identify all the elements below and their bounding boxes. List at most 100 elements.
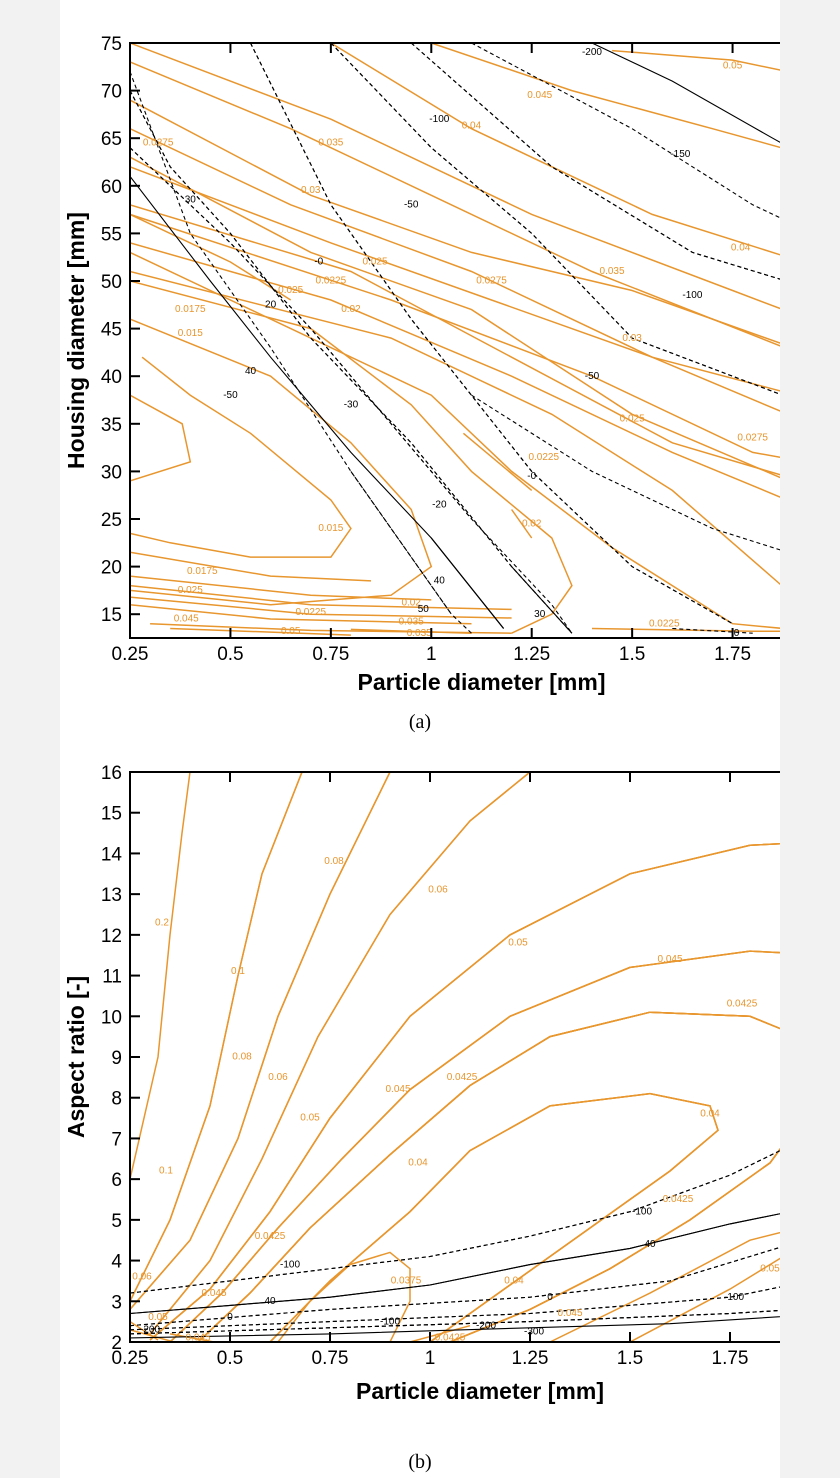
contour-line-orange-solid [130,1329,175,1342]
contour-label: 30 [185,195,197,206]
contour-line-black-dashed [130,1150,780,1294]
contour-line-black-dashed [130,147,573,634]
x-tick-label: 1.25 [512,1348,549,1369]
contour-line-orange-solid [462,432,533,491]
contour-label: 20 [265,299,277,310]
contour-line-black-dashed [471,394,780,551]
contour-line-black-dashed [330,43,780,395]
contour-label: 0.0425 [447,1072,478,1083]
contour-line-black-solid [130,1213,780,1315]
contour-line-orange-solid [130,61,780,347]
contour-label: 0.0225 [528,452,559,463]
contour-label: 0.05 [300,1113,320,1124]
y-tick-label: 4 [111,1252,122,1273]
contour-label: 0.03 [622,333,642,344]
contour-label: -50 [585,371,600,382]
contour-line-black-dashed [130,1246,780,1327]
contour-lines [130,772,780,1342]
contour-label: 0.06 [132,1271,152,1282]
y-tick-label: 12 [101,926,122,947]
contour-label: -200 [476,1320,496,1331]
contour-label: 0.045 [557,1308,582,1319]
contour-label: 0.045 [385,1084,410,1095]
contour-label: 0.0275 [476,276,507,287]
contour-label: -100 [429,114,449,125]
chart-panel-b: 0.2 0.1 0.1 0.08 0.08 0.06 0.06 0.05 0.05 0.05 0.0… [63,763,780,1473]
contour-label: 0.045 [657,954,682,965]
contour-line-orange-solid [409,1324,471,1342]
contour-line-orange-solid [130,318,433,606]
contour-label: 0.08 [324,856,344,867]
contour-label: 0.015 [318,523,343,534]
y-tick-label: 3 [111,1292,122,1313]
contour-label: 0.02 [522,518,542,529]
contour-line-orange-solid [330,43,780,256]
contour-label: 0.04 [462,120,482,131]
contour-label: 0.04 [731,242,751,253]
contour-label: 30 [534,609,546,620]
contour-line-orange-solid [130,280,573,634]
contour-line-orange-solid [130,242,780,498]
contour-line-orange-solid [169,950,780,1342]
x-tick-label: 0.75 [312,1348,349,1369]
y-tick-label: 35 [101,415,122,436]
contour-line-orange-solid [197,1011,780,1342]
x-tick-label: 1.75 [712,1348,749,1369]
x-tick-label: 0.5 [217,644,243,665]
contour-line-orange-solid [169,950,780,1342]
contour-line-black-dashed [250,43,733,625]
y-tick-label: 55 [101,224,122,245]
contour-label: 40 [264,1296,276,1307]
contour-line-orange-solid [130,394,192,482]
contour-label: 0.0425 [663,1194,694,1205]
contour-line-orange-solid [130,575,432,601]
contour-line-orange-solid [130,166,780,412]
contour-line-orange-solid [269,1092,719,1342]
contour-label: 0.04 [408,1157,428,1168]
contour-line-orange-solid [130,99,780,344]
y-tick-label: 2 [111,1333,122,1354]
x-axis-label: Particle diameter [mm] [358,669,606,695]
contour-label: 0.045 [201,1288,226,1299]
contour-line-orange-solid [130,156,780,479]
contour-line-black-dashed [130,90,573,634]
contour-label: 0.025 [178,585,203,596]
contour-label: 0.015 [178,328,203,339]
contour-line-orange-solid [169,1333,215,1342]
contour-line-black-dashed [250,43,733,625]
contour-line-orange-solid [130,772,303,1302]
contour-line-black-solid [430,537,505,629]
y-tick-label: 20 [101,558,122,579]
contour-label: 0.0175 [175,304,206,315]
contour-line-orange-solid [431,43,780,149]
contour-label: 40 [644,1239,656,1250]
y-tick-label: 11 [102,967,122,988]
contour-label: 0.05 [148,1312,168,1323]
contour-line-black-dashed [130,90,573,634]
contour-line-black-dashed [130,1309,780,1335]
y-tick-label: 75 [101,34,122,55]
y-tick-label: 14 [101,844,123,865]
y-tick-label: 9 [111,1048,122,1069]
contour-label: 0.0175 [187,566,218,577]
contour-label: 0.04 [504,1276,524,1287]
contour-label: 0 [227,1312,233,1323]
contour-label: -50 [223,390,238,401]
contour-line-black-solid [130,1213,780,1315]
y-tick-label: 5 [111,1211,122,1232]
contour-line-orange-solid [130,213,292,301]
x-tick-label: 1.25 [513,644,550,665]
contour-line-orange-solid [130,596,512,619]
contour-label: 0.05 [281,626,301,637]
contour-label: -0 [527,471,536,482]
contour-label: 0.06 [428,885,448,896]
contour-line-orange-solid [130,128,780,392]
contour-label: 0.025 [620,414,645,425]
contour-line-black-dashed [130,71,472,634]
y-tick-label: 50 [101,272,122,293]
contour-line-black-dashed [350,471,452,615]
x-tick-label: 1.5 [617,1348,643,1369]
contour-line-orange-solid [197,1011,780,1342]
contour-line-orange-solid [149,843,780,1341]
contour-line-orange-solid [197,1011,780,1342]
